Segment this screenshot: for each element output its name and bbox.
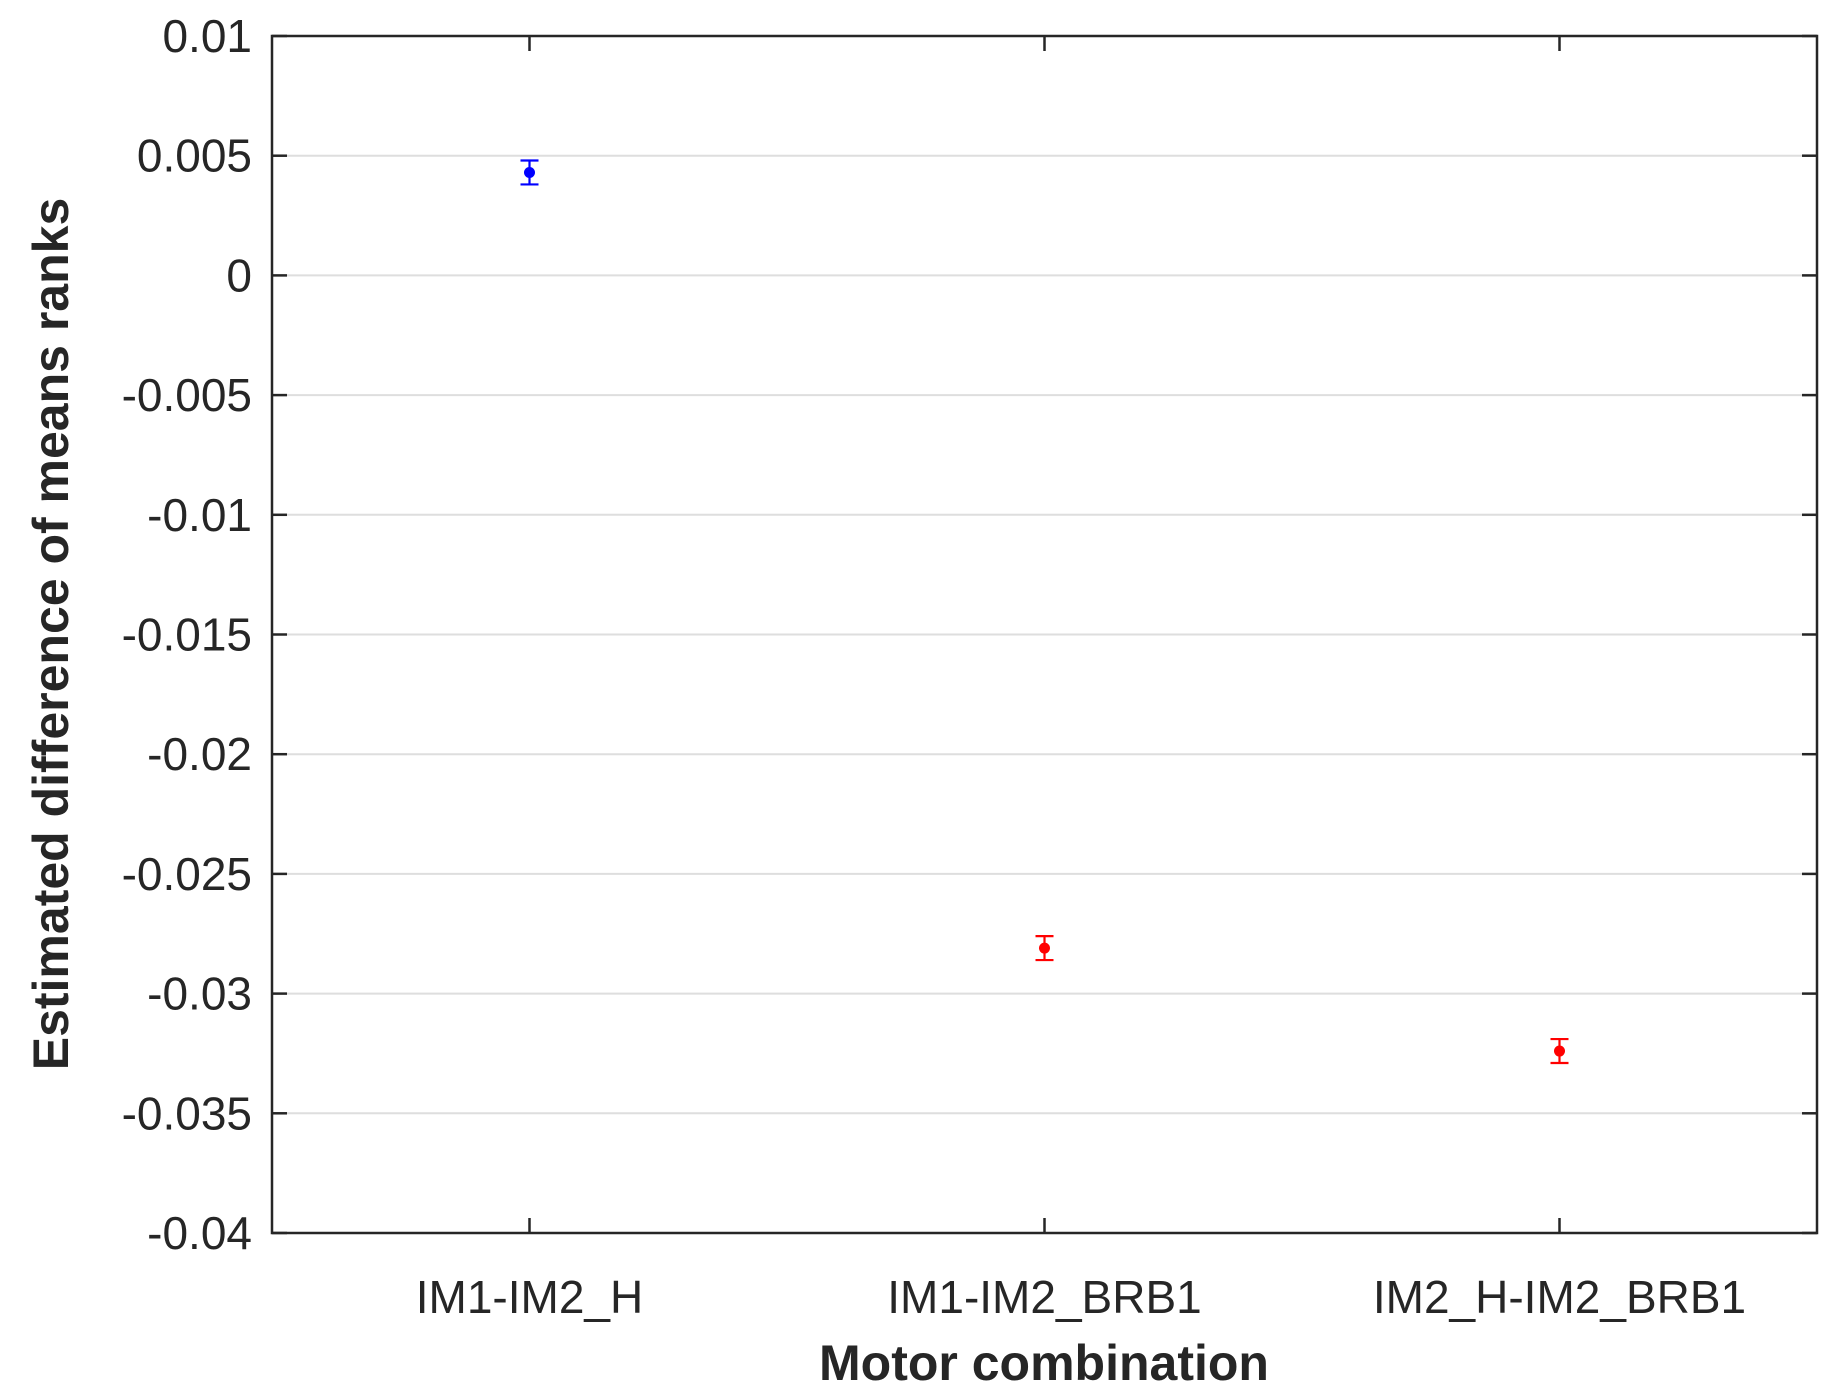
y-tick-label: -0.035: [122, 1087, 252, 1139]
y-axis-ticks: 0.01 0.005 0 -0.005 -0.01 -0.015 -0.02 -0.025 -0…: [122, 10, 1817, 1259]
y-tick-label: -0.005: [122, 369, 252, 421]
y-tick-label: -0.025: [122, 848, 252, 900]
data-point: [524, 166, 535, 178]
x-axis-title: Motor combination: [819, 1335, 1269, 1391]
y-tick-label: 0.01: [162, 10, 252, 62]
x-tick-label: IM1-IM2_BRB1: [887, 1271, 1201, 1323]
data-point-group: [1550, 1037, 1569, 1065]
x-axis-ticks: IM1-IM2_H IM1-IM2_BRB1 IM2_H-IM2_BRB1: [416, 36, 1746, 1323]
data-point: [1039, 942, 1050, 954]
y-tick-label: -0.01: [147, 489, 252, 541]
x-tick-label: IM1-IM2_H: [416, 1271, 643, 1323]
y-tick-label: -0.03: [147, 968, 252, 1020]
y-axis-title: Estimated difference of means ranks: [23, 198, 79, 1071]
data-point-group: [520, 159, 539, 186]
grid: [272, 154, 1817, 1115]
y-tick-label: 0.005: [137, 130, 252, 182]
data-point-group: [1035, 935, 1054, 962]
plot-marks: [520, 159, 1569, 1065]
x-tick-label: IM2_H-IM2_BRB1: [1373, 1271, 1746, 1323]
y-tick-label: -0.02: [147, 728, 252, 780]
data-point: [1554, 1045, 1565, 1057]
y-tick-label: 0: [226, 249, 252, 301]
y-tick-label: -0.04: [147, 1207, 252, 1259]
y-tick-label: -0.015: [122, 609, 252, 661]
